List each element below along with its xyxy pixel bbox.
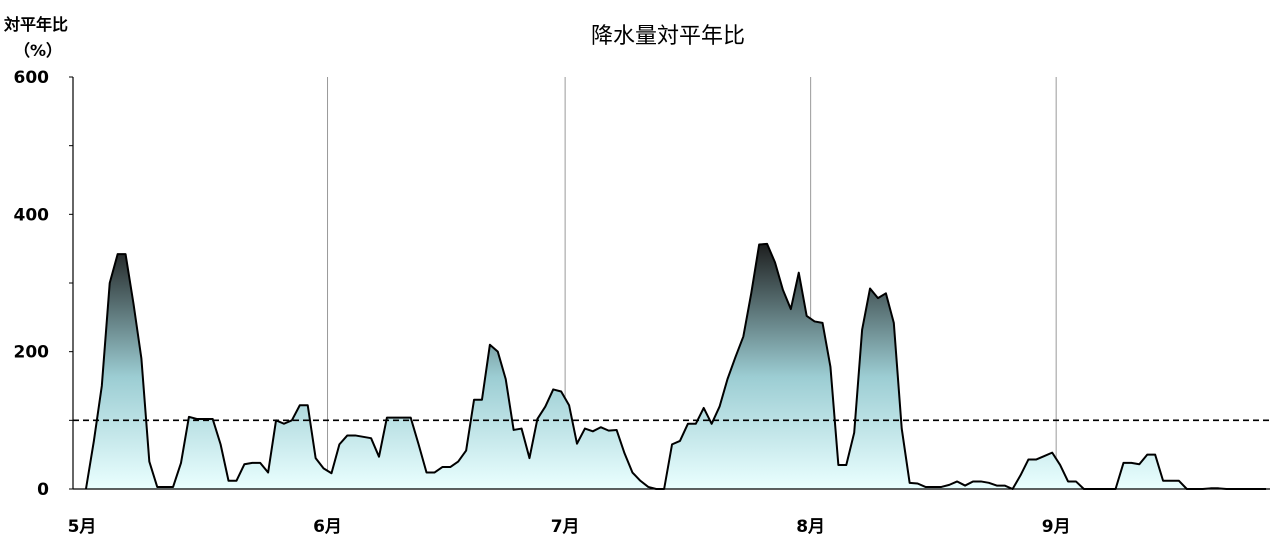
x-tick-label: 9月 [1042, 517, 1071, 537]
x-tick-labels: 5月 6月 7月 8月 9月 [68, 517, 1071, 537]
area-layer [84, 242, 1267, 490]
x-tick-label: 6月 [313, 517, 342, 537]
x-tick-label: 8月 [796, 517, 825, 537]
y-tick-labels: 0 200 400 600 [14, 68, 50, 500]
y-axis-label: 対平年比 [3, 15, 68, 34]
series-area-fill [85, 243, 1267, 489]
y-tick-label: 0 [37, 480, 49, 500]
x-tick-label: 5月 [68, 517, 97, 537]
y-tick-label: 200 [14, 343, 50, 363]
y-tick-label: 400 [14, 205, 50, 225]
chart-title: 降水量対平年比 [591, 24, 745, 49]
y-tick-label: 600 [14, 68, 50, 88]
y-axis-unit: （%） [14, 41, 62, 60]
axes [69, 76, 1270, 490]
x-tick-label: 7月 [551, 517, 580, 537]
series-line [84, 242, 1267, 490]
